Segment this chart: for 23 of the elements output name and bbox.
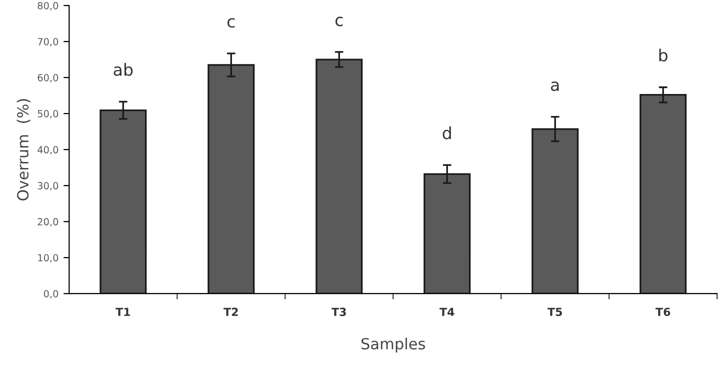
x-axis-title: Samples bbox=[362, 338, 425, 352]
y-tick-label: 0,0 bbox=[44, 290, 58, 298]
y-tick-label: 30,0 bbox=[38, 182, 58, 190]
annotation: c bbox=[335, 16, 343, 26]
x-tick-label: T6 bbox=[655, 308, 670, 316]
x-tick-label: T4 bbox=[440, 308, 454, 316]
y-axis-title: Overrum (%) bbox=[16, 99, 30, 200]
x-tick-label: T3 bbox=[332, 308, 346, 316]
annotation: a bbox=[550, 81, 559, 92]
y-tick-label: 60,0 bbox=[38, 74, 58, 82]
y-tick-label: 40,0 bbox=[38, 146, 58, 154]
y-tick-label: 50,0 bbox=[38, 110, 58, 118]
x-tick-label: T1 bbox=[116, 308, 130, 316]
annotation: ab bbox=[114, 63, 133, 76]
y-tick-label: 80,0 bbox=[38, 2, 58, 10]
y-tick-label: 70,0 bbox=[38, 38, 58, 46]
y-tick-label: 20,0 bbox=[38, 218, 58, 226]
x-tick-label: T5 bbox=[548, 308, 562, 316]
annotation: b bbox=[659, 48, 668, 62]
x-tick-label: T2 bbox=[224, 308, 238, 316]
annotation: d bbox=[442, 126, 451, 140]
y-tick-label: 10,0 bbox=[38, 254, 58, 262]
annotation: c bbox=[227, 18, 235, 28]
